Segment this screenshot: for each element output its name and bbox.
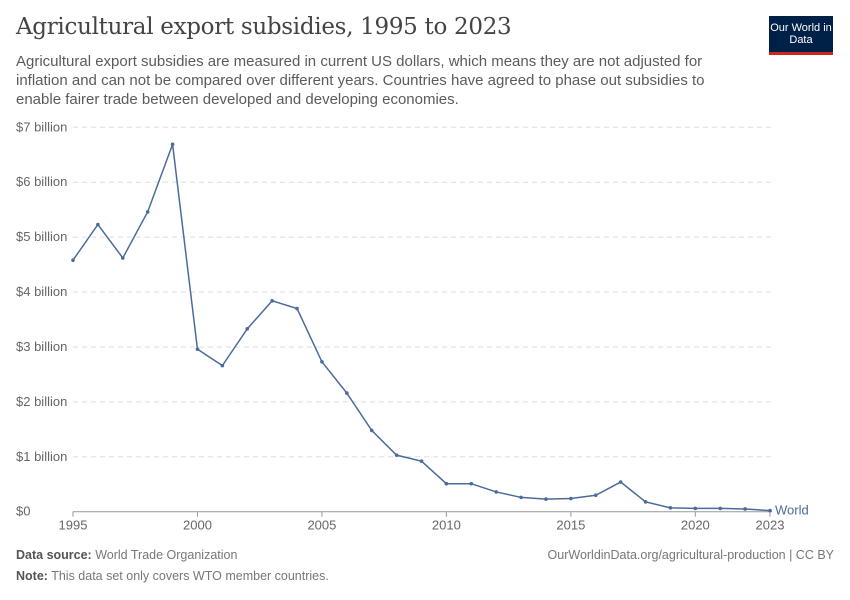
data-point [668, 506, 673, 510]
x-tick-label: 2005 [307, 518, 336, 533]
data-point [494, 490, 498, 494]
data-point [569, 496, 573, 501]
y-tick-label: $3 billion [16, 339, 67, 354]
data-point [743, 507, 747, 511]
data-point [245, 327, 250, 331]
data-point [345, 391, 349, 395]
source-label: Data source: [16, 548, 92, 562]
note-label: Note: [16, 569, 48, 583]
data-point [120, 256, 125, 260]
y-tick-label: $2 billion [16, 394, 67, 409]
x-tick-label: 2023 [756, 518, 785, 533]
data-point [394, 453, 399, 457]
data-source: Data source: World Trade Organization [16, 548, 237, 562]
data-point [469, 481, 474, 486]
chart-subtitle: Agricultural export subsidies are measur… [16, 53, 705, 108]
data-point [195, 347, 200, 351]
note-text: This data set only covers WTO member cou… [51, 569, 329, 583]
chart-title: Agricultural export subsidies, 1995 to 2… [16, 14, 512, 40]
y-tick-label: $5 billion [16, 229, 67, 244]
data-point [768, 508, 772, 513]
data-point [544, 497, 548, 501]
data-point [145, 210, 150, 214]
y-tick-label: $7 billion [16, 119, 67, 134]
series-line-world [72, 144, 771, 512]
data-point [593, 493, 598, 498]
data-point [170, 142, 175, 147]
owid-logo[interactable]: Our World in Data [769, 16, 833, 55]
data-point [643, 500, 648, 504]
series-label-world: World [775, 503, 809, 518]
note: Note: This data set only covers WTO memb… [16, 569, 329, 583]
data-point [693, 506, 698, 511]
x-tick-label: 2010 [432, 518, 461, 533]
data-point [369, 428, 374, 433]
source-text[interactable]: World Trade Organization [95, 548, 238, 562]
data-point [618, 480, 623, 484]
x-tick-label: 1995 [59, 518, 88, 533]
data-point [220, 363, 225, 368]
data-point [419, 459, 424, 463]
data-point [295, 306, 299, 311]
x-tick-label: 2000 [183, 518, 212, 533]
y-tick-label: $4 billion [16, 284, 67, 299]
y-tick-label: $1 billion [16, 449, 67, 464]
x-tick-label: 2020 [681, 518, 710, 533]
y-tick-label: $6 billion [16, 174, 67, 189]
data-point [320, 359, 324, 364]
data-point [444, 481, 449, 486]
y-tick-label: $0 [16, 504, 30, 519]
x-tick-label: 2015 [556, 518, 585, 533]
credit-link[interactable]: OurWorldinData.org/agricultural-producti… [547, 548, 834, 562]
data-point [71, 258, 75, 262]
data-point [718, 506, 723, 511]
data-point [519, 495, 523, 500]
data-point [96, 222, 100, 227]
data-point [270, 299, 274, 303]
